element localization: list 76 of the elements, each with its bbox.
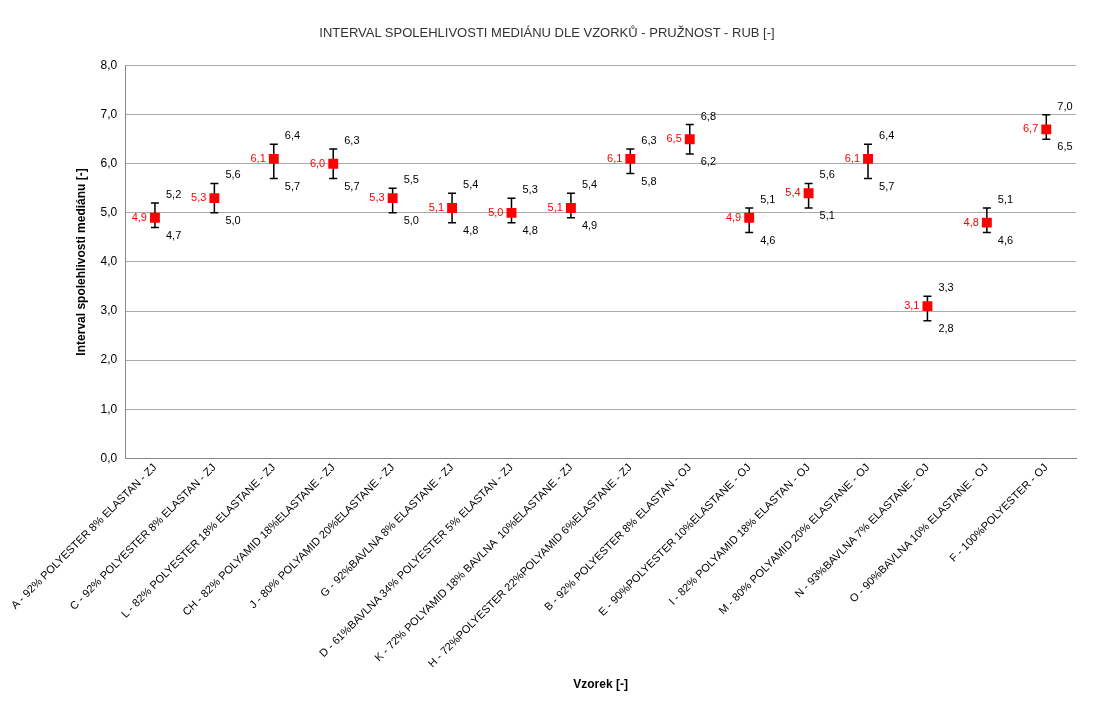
annotation: 5,6: [225, 168, 241, 181]
annotation: 6,2: [700, 154, 717, 167]
annotation: 2,8: [938, 321, 954, 334]
point: [209, 193, 220, 204]
annotation: 5,4: [463, 178, 479, 191]
point: [268, 153, 279, 164]
point: [922, 301, 933, 312]
point: [506, 207, 517, 218]
annotation: 4,9: [581, 218, 598, 231]
y-tick-label: 1,0: [100, 401, 118, 416]
annotation: 5,7: [879, 179, 895, 192]
annotation: 6,8: [700, 109, 717, 122]
annotation: 6,4: [284, 129, 301, 142]
data-label: 6,1: [250, 151, 266, 164]
data-label: 6,1: [607, 151, 623, 164]
annotation: 5,5: [403, 173, 419, 186]
point: [387, 193, 398, 204]
point: [684, 134, 695, 145]
chart-title: INTERVAL SPOLEHLIVOSTI MEDIÁNU DLE VZORKŮ - PRUŽNOST - RUB [-]: [319, 25, 775, 41]
point: [447, 203, 458, 213]
annotation: 5,6: [819, 168, 835, 181]
data-label: 5,1: [428, 200, 445, 213]
annotation: 6,3: [641, 134, 657, 147]
point: [625, 153, 636, 164]
annotation: 5,3: [522, 183, 538, 196]
data-label: 5,4: [785, 186, 801, 199]
annotation: 5,4: [581, 178, 598, 191]
data-label: 6,0: [309, 156, 326, 169]
annotation: 3,3: [938, 281, 954, 294]
y-tick-label: 7,0: [100, 107, 118, 121]
point: [981, 217, 992, 228]
data-label: 4,8: [963, 215, 979, 228]
y-tick-label: 6,0: [100, 156, 118, 171]
point: [803, 188, 814, 199]
annotation: 4,8: [463, 223, 479, 236]
data-label: 5,3: [191, 191, 207, 204]
annotation: 5,2: [165, 188, 182, 201]
data-label: 4,9: [725, 210, 742, 223]
annotation: 5,1: [819, 208, 835, 221]
annotation: 4,6: [997, 233, 1014, 246]
annotation: 6,3: [344, 134, 360, 147]
annotation: 6,4: [879, 129, 895, 142]
annotation: 4,7: [165, 228, 182, 241]
y-tick-label: 0,0: [100, 450, 118, 465]
y-tick-label: 3,0: [100, 303, 118, 318]
annotation: 5,7: [344, 179, 360, 192]
point: [328, 158, 339, 169]
annotation: 4,8: [522, 223, 538, 236]
annotation: 5,1: [760, 192, 776, 205]
y-tick-label: 5,0: [100, 205, 118, 220]
annotation: 5,0: [403, 213, 419, 226]
point: [863, 153, 873, 164]
point: [150, 212, 160, 223]
y-axis-title: Interval spolehlivosti mediánu [-]: [73, 168, 88, 356]
annotation: 6,5: [1057, 140, 1073, 153]
data-label: 6,7: [1022, 122, 1039, 135]
annotation: 5,1: [997, 192, 1014, 205]
data-label: 4,9: [131, 210, 147, 223]
annotation: 5,8: [641, 174, 657, 187]
point: [744, 212, 755, 223]
data-label: 5,1: [547, 200, 563, 213]
point: [1041, 124, 1052, 135]
data-label: 5,3: [369, 191, 385, 204]
y-tick-label: 4,0: [100, 254, 118, 269]
data-label: 3,1: [904, 299, 920, 312]
data-label: 6,5: [666, 132, 682, 145]
annotation: 7,0: [1057, 99, 1073, 112]
annotation: 4,6: [760, 233, 776, 246]
y-tick-label: 8,0: [100, 57, 118, 72]
data-label: 5,0: [488, 205, 504, 218]
data-label: 6,1: [844, 151, 861, 164]
point: [565, 203, 576, 213]
x-axis-title: Vzorek [-]: [573, 677, 628, 692]
annotation: 5,7: [284, 179, 301, 192]
annotation: 5,0: [225, 213, 241, 226]
y-tick-label: 2,0: [100, 352, 118, 367]
